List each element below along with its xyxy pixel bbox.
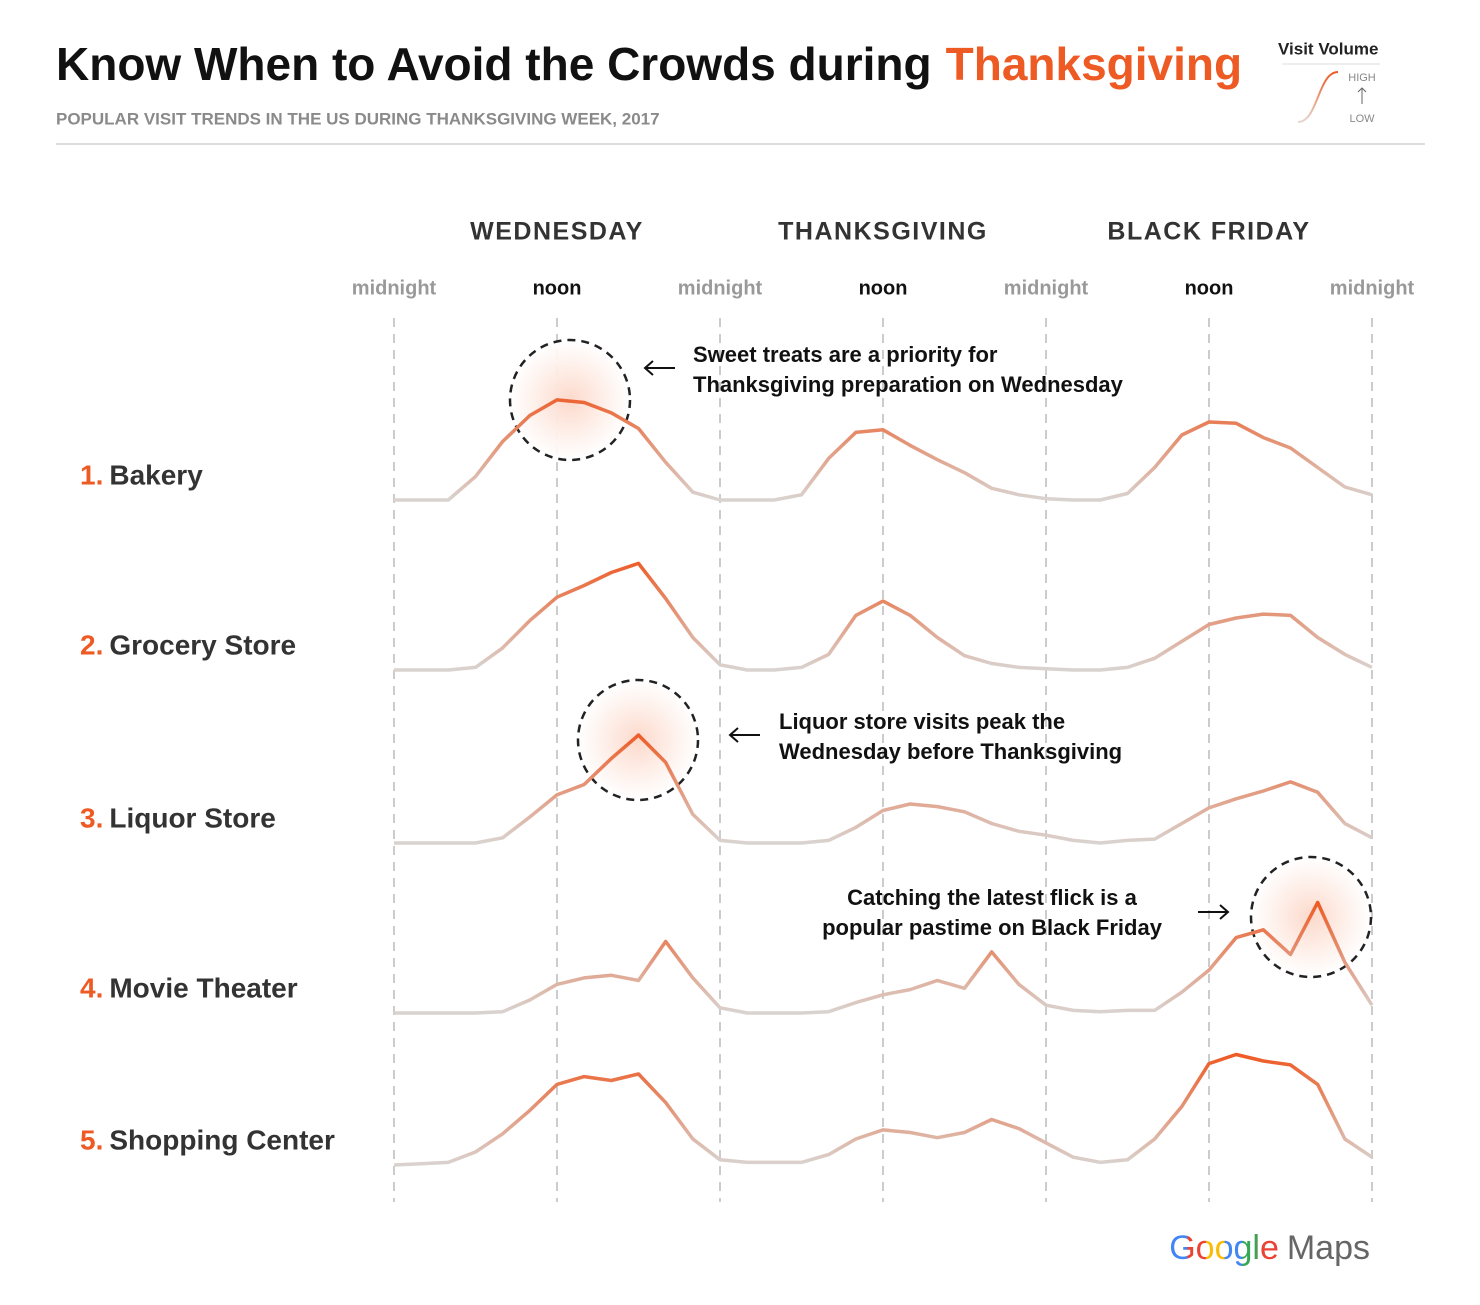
x-tick-label: midnight: [1004, 277, 1089, 299]
day-label: BLACK FRIDAY: [1107, 218, 1310, 246]
x-tick-label: midnight: [352, 277, 437, 299]
row-rank: 4.: [80, 972, 103, 1003]
annotation-text: Catching the latest flick is a: [847, 885, 1138, 910]
annotation-text: Wednesday before Thanksgiving: [779, 739, 1122, 764]
day-label: THANKSGIVING: [778, 218, 988, 246]
title: Know When to Avoid the Crowds during: [56, 38, 932, 90]
volume-line: [393, 1052, 1373, 1167]
row-label: Liquor Store: [109, 802, 275, 833]
subtitle: POPULAR VISIT TRENDS IN THE US DURING TH…: [56, 109, 660, 128]
x-tick-label: midnight: [678, 277, 763, 299]
annotation-text: Thanksgiving preparation on Wednesday: [693, 372, 1124, 397]
row-rank: 2.: [80, 629, 103, 660]
volume-line: [394, 900, 1374, 1015]
row-rank: 1.: [80, 459, 103, 490]
volume-line: [394, 561, 1373, 672]
logo-brand: Google: [1169, 1229, 1279, 1267]
annotation-arrow: [1198, 904, 1230, 920]
legend-arrow: [1357, 87, 1367, 104]
annotation-arrow: [643, 360, 675, 376]
logo-product: Maps: [1287, 1229, 1370, 1267]
legend-title: Visit Volume: [1278, 39, 1378, 58]
day-label: WEDNESDAY: [470, 218, 644, 246]
highlight-circle: [576, 678, 700, 802]
x-tick-label: midnight: [1330, 277, 1415, 299]
row-rank: 3.: [80, 802, 103, 833]
row-rank: 5.: [80, 1124, 103, 1155]
row-label: Movie Theater: [109, 972, 297, 1003]
legend-low: LOW: [1349, 113, 1375, 125]
x-tick-label: noon: [533, 277, 582, 299]
volume-line: [394, 733, 1373, 845]
annotation-text: Sweet treats are a priority for: [693, 342, 998, 367]
row-label: Shopping Center: [109, 1124, 335, 1155]
x-tick-label: noon: [859, 277, 908, 299]
annotation-arrow: [728, 727, 760, 743]
legend-curve: [1297, 71, 1339, 123]
x-tick-label: noon: [1185, 277, 1234, 299]
row-label: Grocery Store: [109, 629, 296, 660]
row-label: Bakery: [109, 459, 203, 490]
annotation-text: popular pastime on Black Friday: [822, 915, 1163, 940]
annotation-text: Liquor store visits peak the: [779, 709, 1065, 734]
title-highlight: Thanksgiving: [946, 38, 1242, 90]
volume-line: [394, 398, 1373, 502]
legend-high: HIGH: [1348, 72, 1376, 84]
